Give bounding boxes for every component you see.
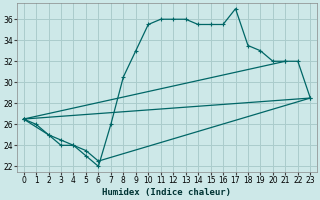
X-axis label: Humidex (Indice chaleur): Humidex (Indice chaleur) xyxy=(102,188,231,197)
